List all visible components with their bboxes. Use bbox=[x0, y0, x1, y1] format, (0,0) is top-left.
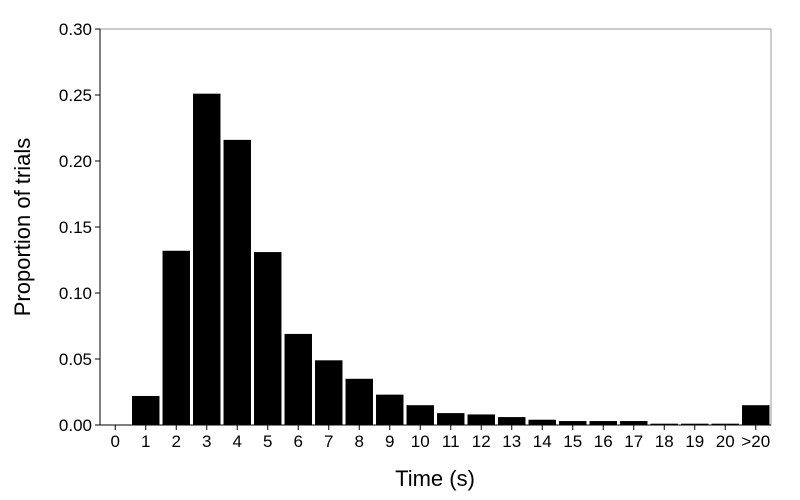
bar-4 bbox=[223, 139, 251, 425]
x-tick-label: 16 bbox=[594, 432, 613, 451]
bar-20 bbox=[711, 423, 739, 425]
bar-12 bbox=[467, 414, 495, 425]
y-tick-label: 0.15 bbox=[59, 218, 92, 237]
x-tick-label: 5 bbox=[263, 432, 272, 451]
x-tick-label: 2 bbox=[172, 432, 181, 451]
bar-gt20 bbox=[742, 405, 770, 425]
y-tick-label: 0.05 bbox=[59, 350, 92, 369]
bar-9 bbox=[376, 394, 404, 425]
x-tick-label: 11 bbox=[442, 432, 460, 451]
x-axis: 0 1 2 3 4 5 6 7 8 9 10 11 12 13 14 15 16 17 18 19 20 >20 bbox=[100, 424, 771, 451]
x-axis-label: Time (s) bbox=[395, 466, 475, 491]
bar-15 bbox=[559, 421, 587, 425]
x-tick-label: 13 bbox=[502, 432, 521, 451]
bar-5 bbox=[254, 252, 282, 425]
bar-6 bbox=[284, 333, 312, 425]
y-tick-label: 0.30 bbox=[59, 20, 92, 39]
bar-19 bbox=[681, 423, 709, 425]
bar-11 bbox=[437, 413, 465, 425]
bar-18 bbox=[650, 423, 678, 425]
x-tick-label: 1 bbox=[141, 432, 150, 451]
x-tick-label: 17 bbox=[624, 432, 643, 451]
x-tick-label: 20 bbox=[716, 432, 735, 451]
x-tick-label: 18 bbox=[655, 432, 674, 451]
x-tick-label: 19 bbox=[685, 432, 704, 451]
x-tick-label: 7 bbox=[324, 432, 333, 451]
y-tick-label: 0.00 bbox=[59, 416, 92, 435]
bar-7 bbox=[315, 360, 343, 425]
x-tick-label: 10 bbox=[411, 432, 430, 451]
bar-13 bbox=[498, 417, 526, 425]
bar-16 bbox=[589, 421, 617, 425]
x-tick-label: 8 bbox=[355, 432, 364, 451]
y-axis-label: Proportion of trials bbox=[10, 138, 35, 317]
y-axis: 0.00 0.05 0.10 0.15 0.20 0.25 0.30 bbox=[59, 20, 101, 435]
bar-2 bbox=[162, 250, 190, 425]
y-tick-label: 0.20 bbox=[59, 152, 92, 171]
x-tick-label: 3 bbox=[202, 432, 211, 451]
y-tick-label: 0.10 bbox=[59, 284, 92, 303]
bar-10 bbox=[406, 405, 434, 425]
y-tick-label: 0.25 bbox=[59, 86, 92, 105]
x-tick-label: >20 bbox=[741, 432, 770, 451]
bar-8 bbox=[345, 378, 373, 425]
bar-17 bbox=[620, 421, 648, 425]
x-tick-label: 6 bbox=[294, 432, 303, 451]
x-tick-label: 12 bbox=[472, 432, 491, 451]
x-tick-label: 0 bbox=[111, 432, 120, 451]
x-tick-label: 4 bbox=[233, 432, 242, 451]
bar-14 bbox=[528, 419, 556, 425]
bar-1 bbox=[132, 395, 160, 425]
bar-3 bbox=[193, 93, 221, 426]
x-tick-label: 15 bbox=[563, 432, 582, 451]
x-tick-label: 14 bbox=[533, 432, 552, 451]
bars-group bbox=[132, 93, 770, 426]
x-tick-label: 9 bbox=[385, 432, 394, 451]
